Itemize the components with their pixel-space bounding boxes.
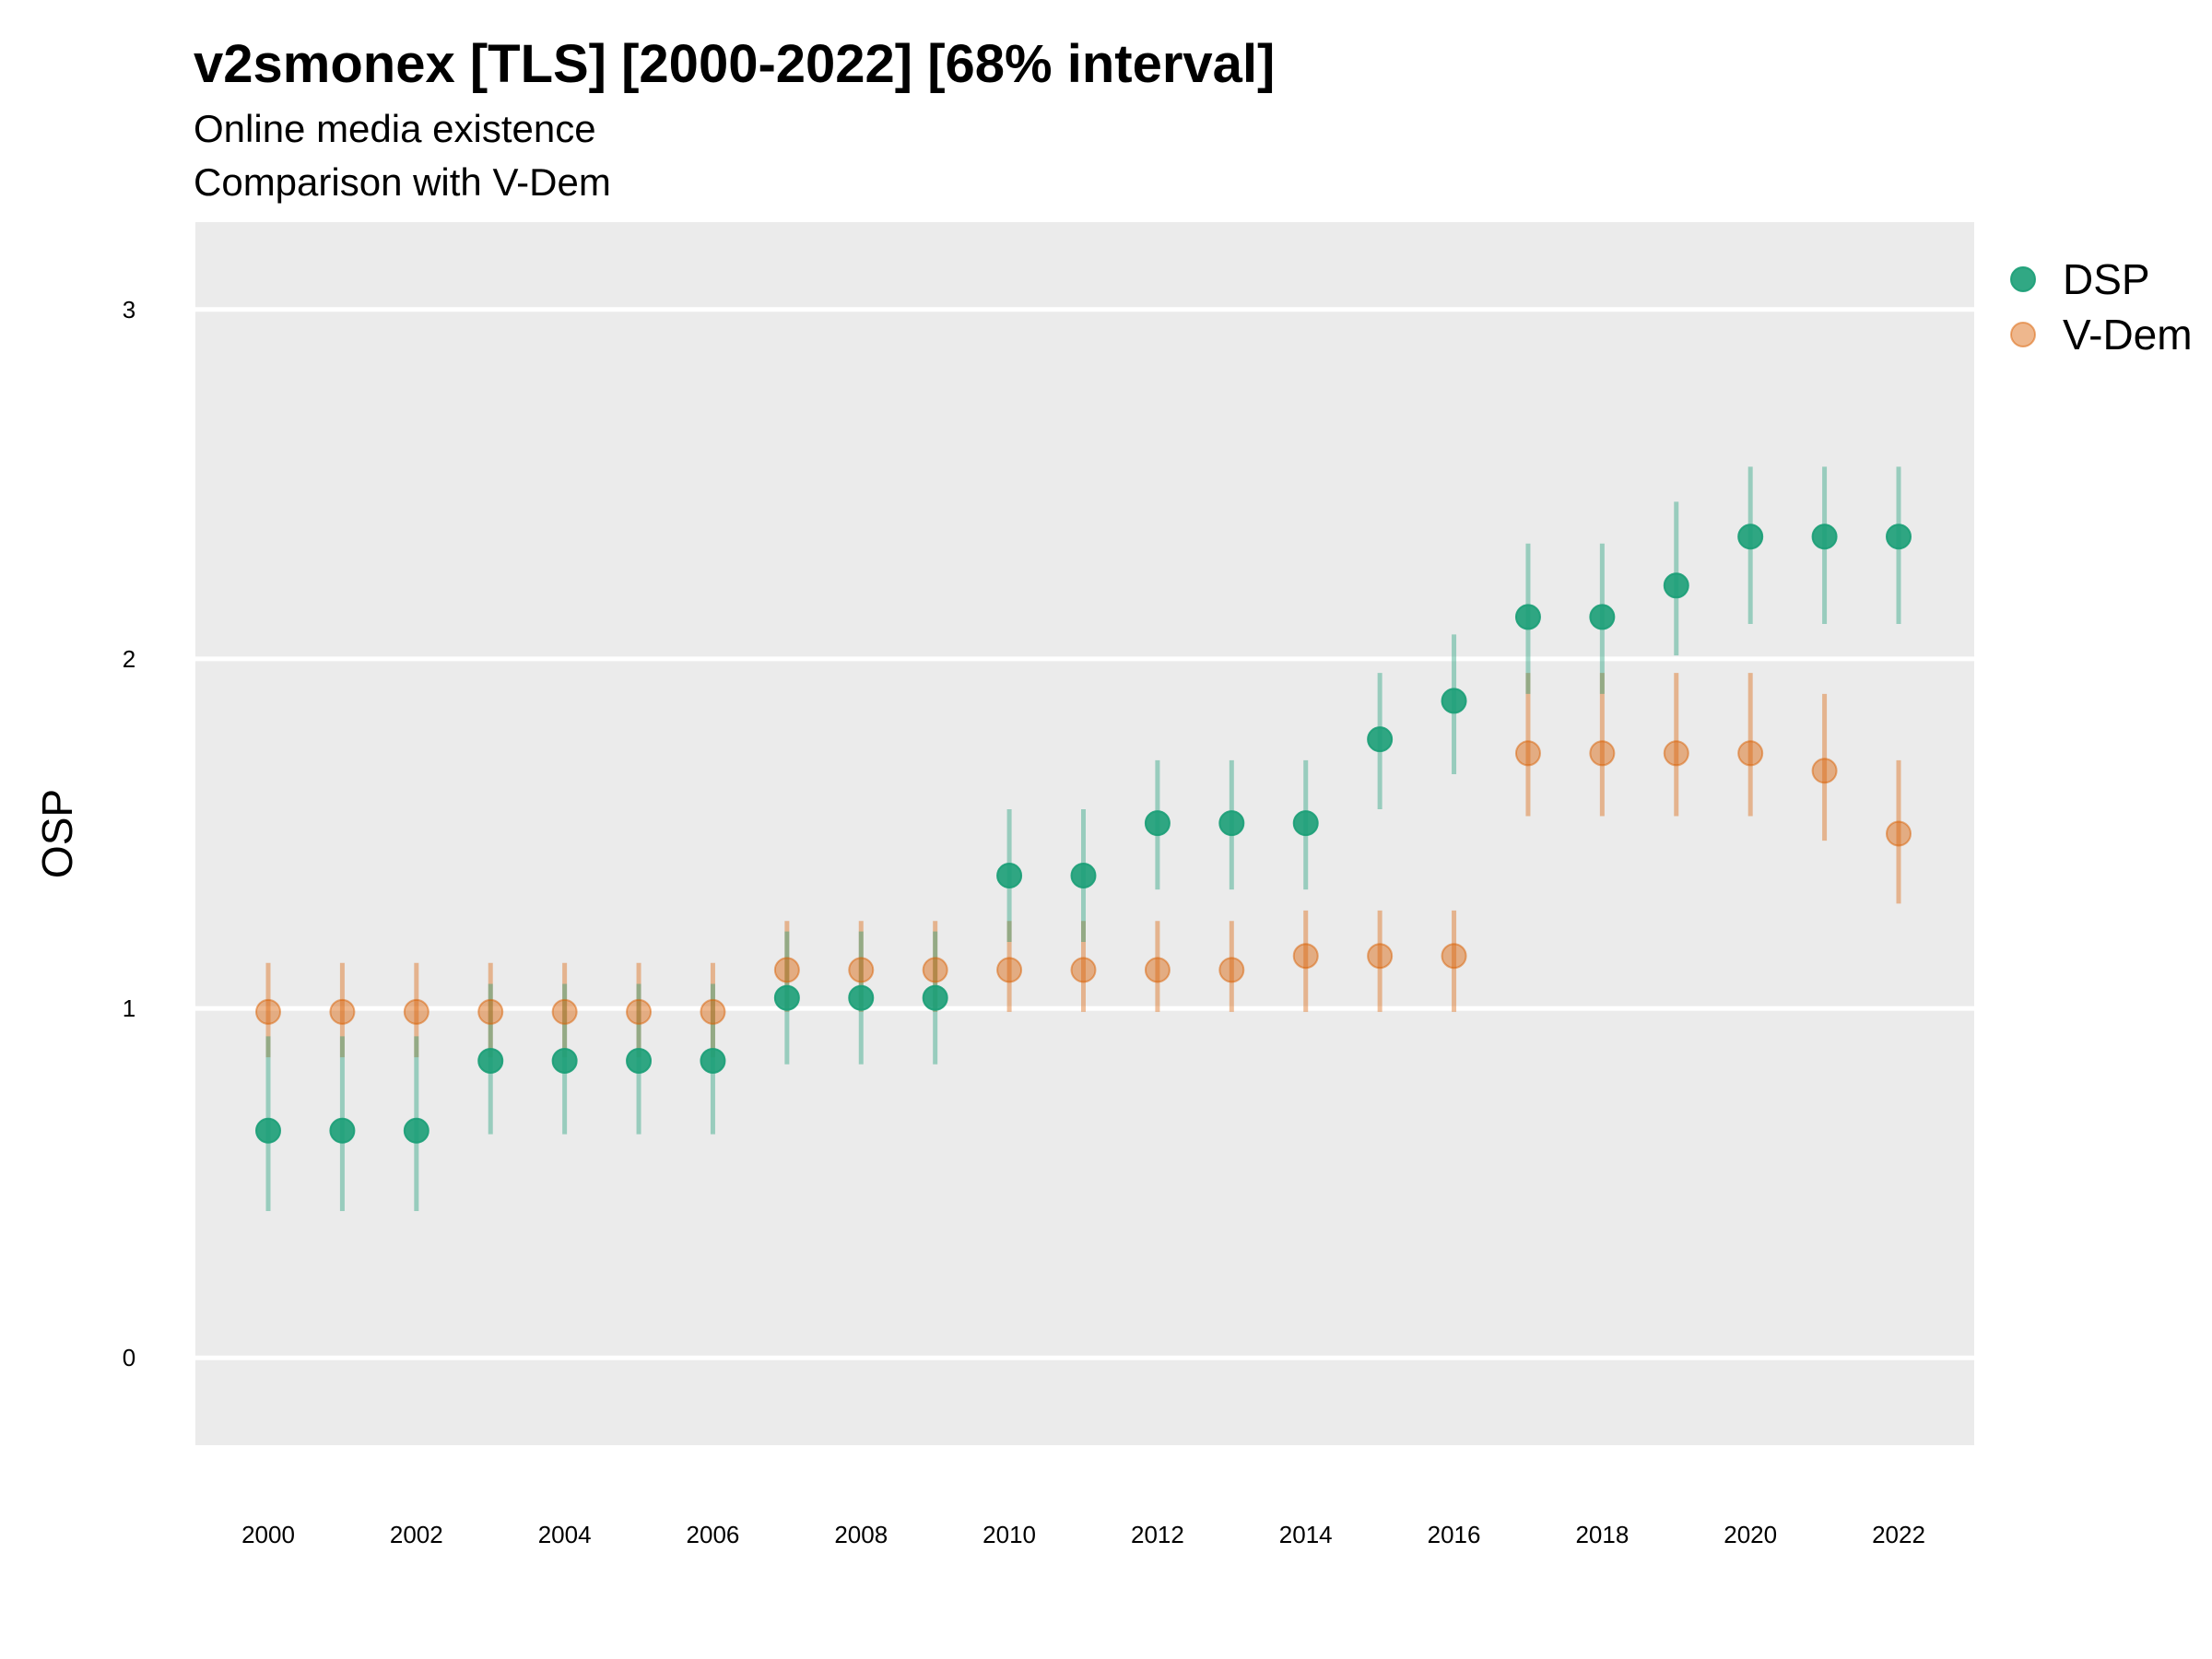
- data-point: [1663, 740, 1689, 767]
- data-point: [1811, 524, 1838, 550]
- legend-item: V-Dem: [2010, 311, 2193, 359]
- data-point: [329, 1117, 356, 1144]
- data-point: [255, 1117, 281, 1144]
- data-point: [403, 998, 429, 1025]
- data-point: [996, 862, 1023, 888]
- x-tick-label: 2004: [538, 1521, 592, 1548]
- data-point: [551, 998, 578, 1025]
- legend-item: DSP: [2010, 255, 2150, 303]
- data-point: [922, 957, 948, 983]
- y-tick-label: 0: [123, 1344, 135, 1371]
- x-tick-label: 2002: [390, 1521, 443, 1548]
- data-point: [403, 1117, 429, 1144]
- series-v-dem-intervals: [265, 673, 1901, 1058]
- x-tick-label: 2014: [1279, 1521, 1333, 1548]
- gridlines: [195, 307, 1974, 1360]
- data-point: [1737, 524, 1764, 550]
- series-dsp-points: [255, 524, 1912, 1144]
- data-point: [255, 998, 281, 1025]
- data-point: [1070, 862, 1097, 888]
- data-point: [922, 984, 948, 1011]
- y-axis-label: OSP: [33, 789, 81, 878]
- y-tick-label: 3: [123, 296, 135, 324]
- data-point: [1589, 604, 1616, 630]
- data-point: [477, 1047, 504, 1074]
- chart-subtitle-line-2: Comparison with V-Dem: [194, 160, 611, 204]
- x-tick-label: 2000: [241, 1521, 295, 1548]
- data-point: [1367, 726, 1394, 753]
- series-layer: [255, 466, 1912, 1211]
- x-tick-label: 2016: [1428, 1521, 1481, 1548]
- data-point: [1070, 957, 1097, 983]
- chart-title: v2smonex [TLS] [2000-2022] [68% interval…: [194, 34, 1276, 94]
- data-point: [1514, 604, 1541, 630]
- data-point: [848, 984, 875, 1011]
- y-axis-ticks: 0 1 2 3: [123, 296, 135, 1371]
- x-tick-label: 2012: [1131, 1521, 1184, 1548]
- data-point: [773, 957, 800, 983]
- data-point: [1144, 810, 1171, 837]
- data-point: [1367, 943, 1394, 970]
- data-point: [996, 957, 1023, 983]
- data-point: [1886, 820, 1912, 847]
- x-tick-label: 2022: [1872, 1521, 1925, 1548]
- data-point: [1663, 572, 1689, 599]
- x-tick-label: 2010: [982, 1521, 1036, 1548]
- data-point: [329, 998, 356, 1025]
- data-point: [1811, 758, 1838, 784]
- data-point: [1218, 957, 1245, 983]
- x-tick-label: 2008: [834, 1521, 888, 1548]
- data-point: [848, 957, 875, 983]
- legend-key: [2010, 322, 2036, 347]
- y-tick-label: 2: [123, 645, 135, 673]
- data-point: [1144, 957, 1171, 983]
- legend-key: [2010, 266, 2036, 292]
- x-axis-ticks: 2000 2002 2004 2006 2008 2010 2012 2014 2016 2018…: [241, 1521, 1925, 1548]
- data-point: [1218, 810, 1245, 837]
- data-point: [700, 998, 726, 1025]
- data-point: [626, 998, 653, 1025]
- plot-panel: [195, 222, 1974, 1445]
- data-point: [1589, 740, 1616, 767]
- data-point: [773, 984, 800, 1011]
- legend: DSP V-Dem: [2010, 255, 2193, 359]
- x-tick-label: 2018: [1575, 1521, 1629, 1548]
- data-point: [1441, 943, 1467, 970]
- data-point: [626, 1047, 653, 1074]
- series-v-dem-points: [255, 740, 1912, 1025]
- legend-label: DSP: [2063, 255, 2150, 303]
- x-tick-label: 2006: [687, 1521, 740, 1548]
- data-point: [1886, 524, 1912, 550]
- data-point: [1292, 810, 1319, 837]
- data-point: [477, 998, 504, 1025]
- y-tick-label: 1: [123, 994, 135, 1022]
- x-tick-label: 2020: [1724, 1521, 1777, 1548]
- data-point: [1737, 740, 1764, 767]
- data-point: [700, 1047, 726, 1074]
- chart-subtitle-line-1: Online media existence: [194, 107, 596, 150]
- data-point: [1292, 943, 1319, 970]
- data-point: [1514, 740, 1541, 767]
- data-point: [551, 1047, 578, 1074]
- data-point: [1441, 688, 1467, 714]
- legend-label: V-Dem: [2063, 311, 2193, 359]
